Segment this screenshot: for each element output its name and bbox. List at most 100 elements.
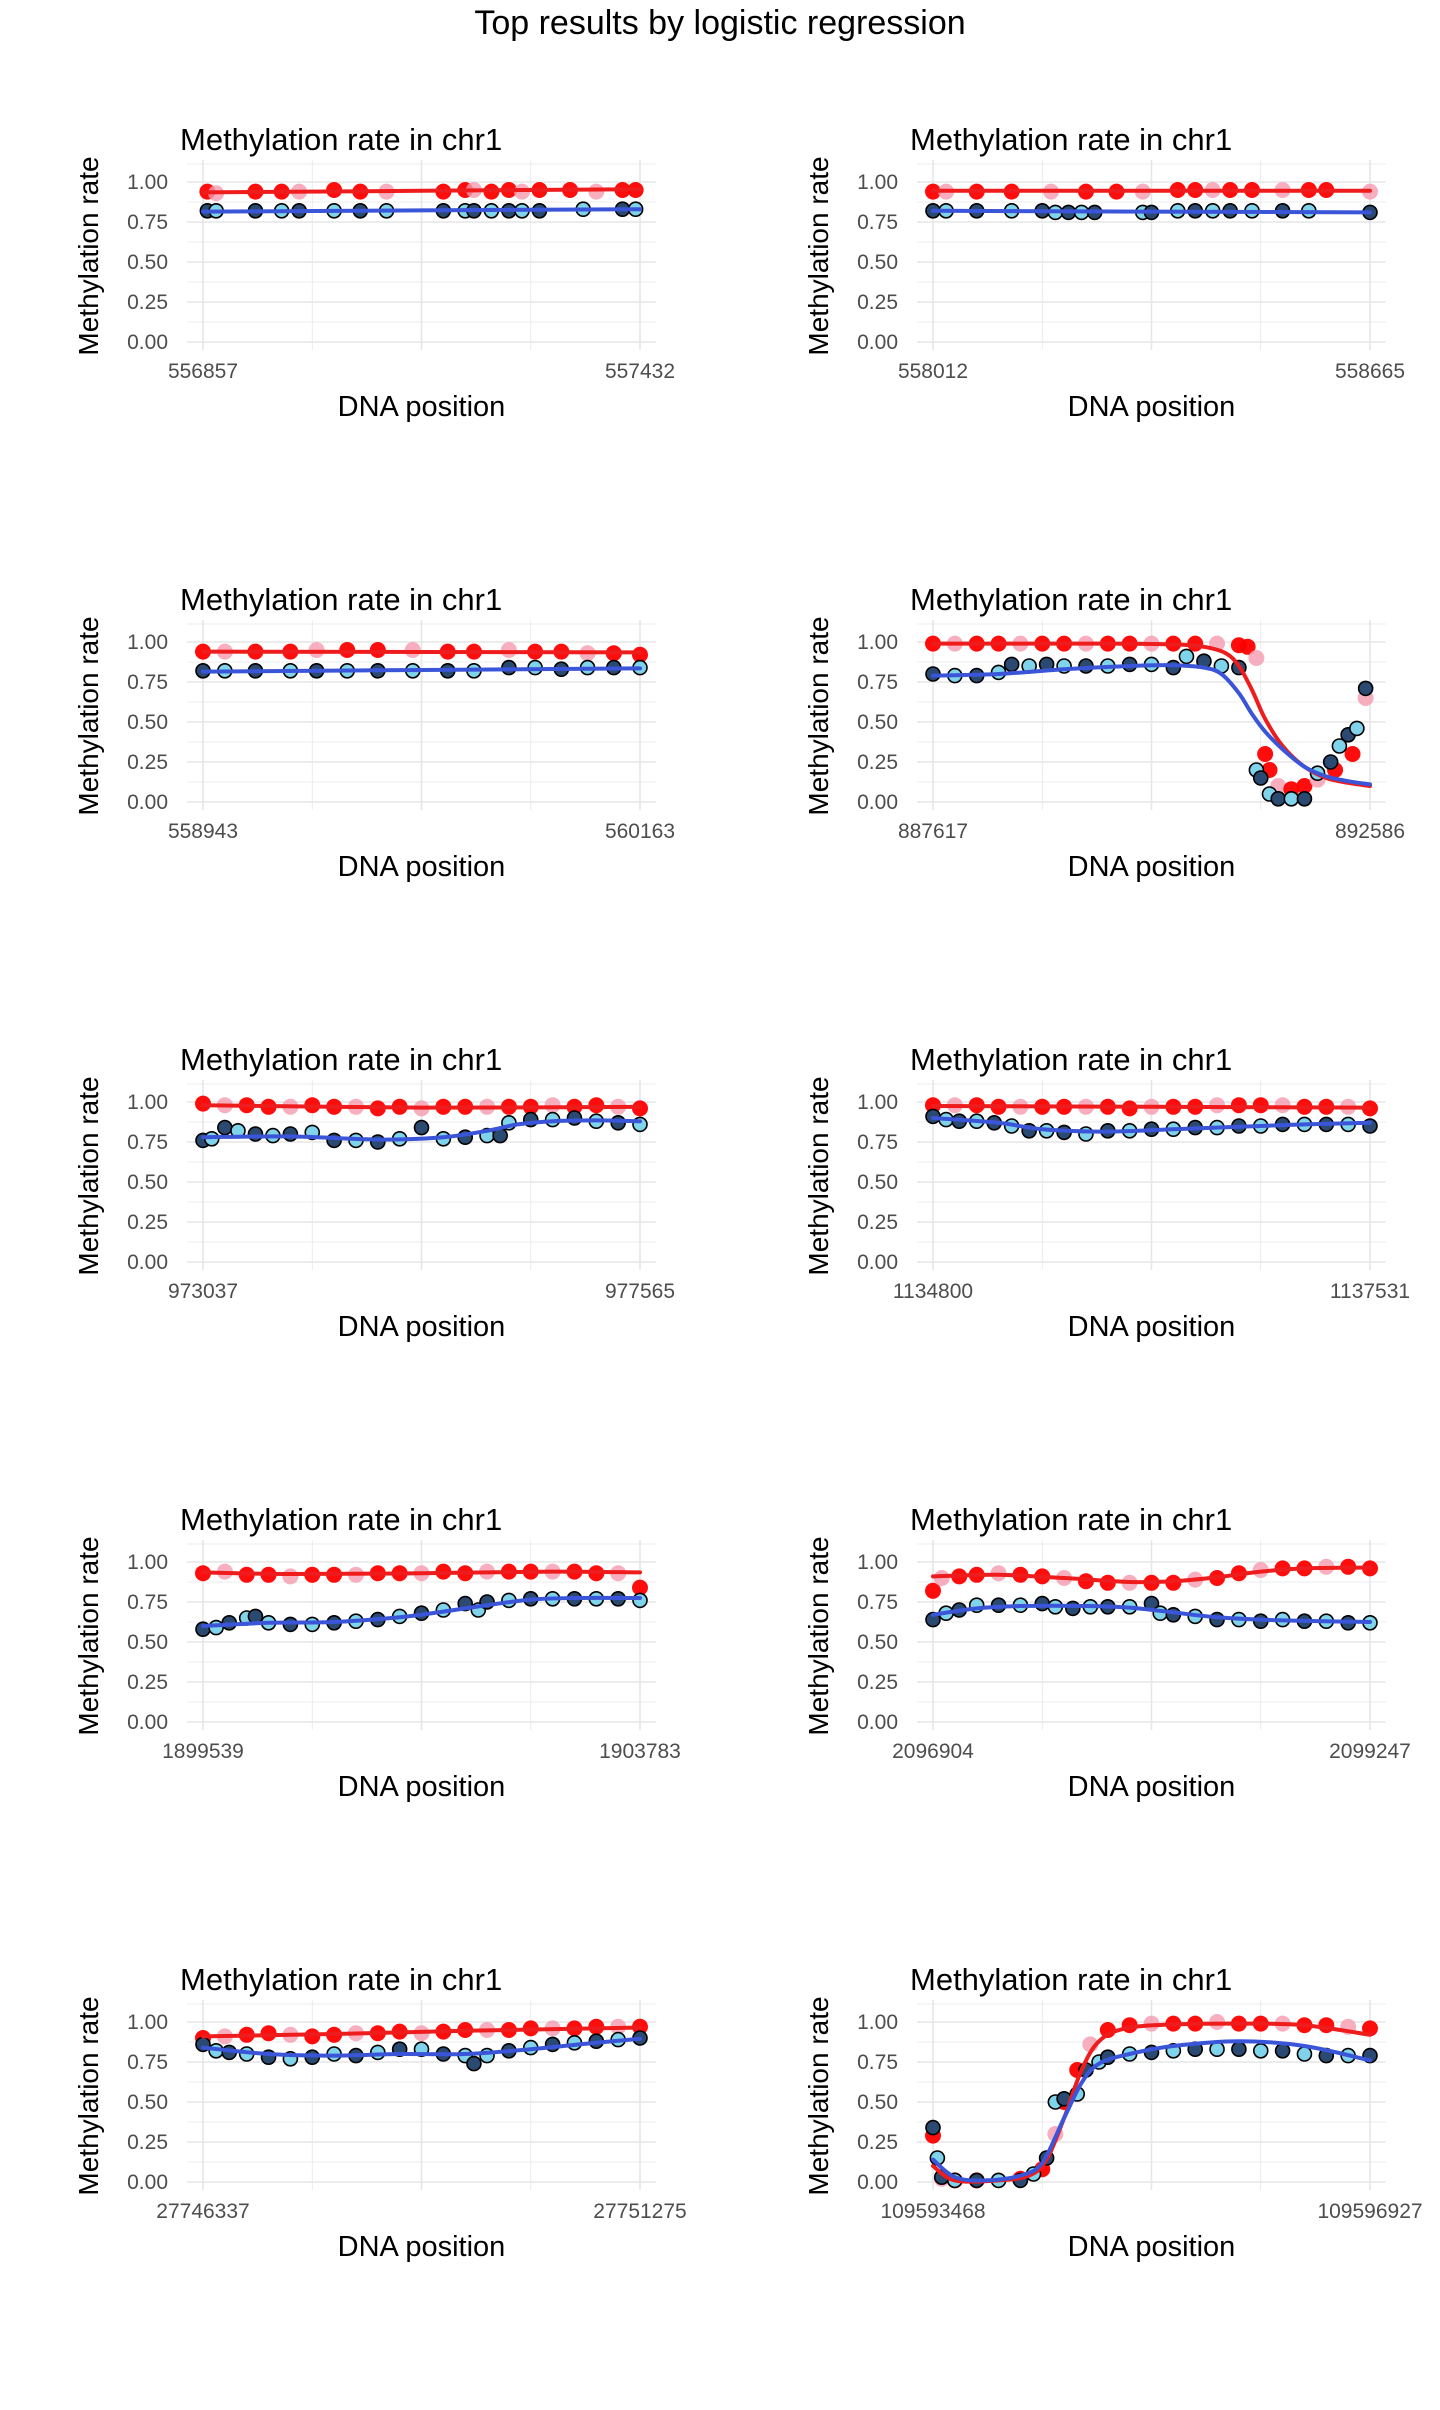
x-tick-label: 556857 (168, 360, 238, 383)
y-tick-label: 0.75 (127, 211, 168, 234)
data-point-blue (326, 1132, 342, 1149)
y-tick-label: 0.25 (857, 751, 898, 774)
data-point-blue (413, 1119, 430, 1136)
x-tick-label: 558943 (168, 820, 238, 843)
data-point-red (1257, 746, 1274, 762)
y-tick-label: 1.00 (857, 1551, 898, 1574)
chart-svg: Methylation rate in chr1 0.00 0.25 0.50 0.75… (803, 1502, 1411, 1803)
chart-title: Methylation rate in chr1 (180, 582, 502, 617)
y-tick-label: 0.00 (857, 2171, 898, 2194)
y-axis-label: Methylation rate (73, 1076, 104, 1275)
y-axis-label: Methylation rate (73, 156, 104, 355)
data-point-blue (925, 2119, 941, 2136)
data-point-blue (1357, 680, 1374, 697)
chart-panel-4: Methylation rate in chr1 0.00 0.25 0.50 0.75… (730, 570, 1440, 1030)
figure-title: Top results by logistic regression (474, 4, 966, 42)
y-tick-label: 0.00 (127, 1251, 168, 1274)
y-tick-label: 1.00 (127, 1091, 168, 1114)
chart-svg: Methylation rate in chr1 0.00 0.25 0.50 0.75… (73, 1042, 675, 1343)
y-tick-label: 0.25 (127, 291, 168, 314)
y-tick-label: 0.50 (127, 1631, 168, 1654)
data-point-blue (1209, 2041, 1225, 2057)
y-tick-label: 0.25 (127, 751, 168, 774)
data-point-red (588, 183, 605, 200)
y-axis-label: Methylation rate (73, 1536, 104, 1735)
x-axis-label: DNA position (1068, 391, 1236, 423)
chart-panel-5: Methylation rate in chr1 0.00 0.25 0.50 0.75… (0, 1030, 720, 1490)
data-point-blue (1331, 738, 1348, 754)
x-tick-label: 2099247 (1329, 1740, 1411, 1763)
x-tick-label: 558012 (898, 360, 968, 383)
chart-panel-2: Methylation rate in chr1 0.00 0.25 0.50 0.75… (730, 110, 1440, 570)
data-point-blue (1296, 2046, 1313, 2062)
chart-panel-7: Methylation rate in chr1 0.00 0.25 0.50 0.75… (0, 1490, 720, 1950)
y-tick-label: 1.00 (857, 2011, 898, 2034)
data-point-blue (566, 1110, 583, 1126)
data-point-red (1274, 1097, 1291, 1114)
x-tick-label: 887617 (898, 820, 968, 843)
x-axis-label: DNA position (338, 851, 506, 883)
data-point-blue (369, 1134, 386, 1150)
x-tick-label: 1134800 (893, 1280, 973, 1303)
chart-title: Methylation rate in chr1 (910, 1042, 1232, 1077)
x-tick-label: 560163 (605, 820, 675, 843)
chart-title: Methylation rate in chr1 (180, 1962, 502, 1997)
x-tick-label: 27746337 (156, 2200, 249, 2223)
y-tick-label: 0.50 (127, 711, 168, 734)
chart-grid: Methylation rate in chr1 0.00 0.25 0.50 0.75… (0, 110, 1440, 2263)
x-tick-label: 977565 (605, 1280, 675, 1303)
y-tick-label: 0.50 (857, 251, 898, 274)
data-point-blue (466, 2055, 482, 2072)
data-point-blue (1274, 2043, 1291, 2059)
fit-line-red (201, 1569, 642, 1577)
chart-title: Methylation rate in chr1 (910, 1962, 1232, 1997)
data-point-blue (1231, 2041, 1247, 2057)
data-point-blue (1349, 720, 1365, 737)
y-tick-label: 0.50 (857, 2091, 898, 2114)
y-tick-label: 0.50 (127, 2091, 168, 2114)
y-tick-label: 0.00 (127, 791, 168, 814)
y-tick-label: 0.75 (857, 211, 898, 234)
x-tick-label: 892586 (1335, 820, 1405, 843)
fit-line-blue (931, 663, 1372, 787)
data-point-blue (1165, 659, 1182, 676)
data-point-blue (1209, 1611, 1225, 1628)
y-tick-label: 0.25 (127, 1671, 168, 1694)
fit-line-blue (201, 1595, 642, 1628)
fit-line-blue (931, 1603, 1372, 1624)
fit-line-blue (931, 208, 1372, 215)
y-tick-label: 0.75 (127, 1591, 168, 1614)
data-point-blue (1252, 770, 1269, 786)
chart-title: Methylation rate in chr1 (910, 582, 1232, 617)
fit-line-red (201, 187, 642, 195)
chart-panel-3: Methylation rate in chr1 0.00 0.25 0.50 0.75… (0, 570, 720, 1030)
data-point-blue (1322, 754, 1339, 770)
data-point-blue (1296, 791, 1313, 807)
x-tick-label: 1899539 (162, 1740, 244, 1763)
x-axis-label: DNA position (338, 391, 506, 423)
x-tick-label: 973037 (168, 1280, 238, 1303)
chart-panel-10: Methylation rate in chr1 0.00 0.25 0.50 0.75… (730, 1950, 1440, 2410)
y-tick-label: 0.00 (857, 791, 898, 814)
y-tick-label: 0.75 (857, 1591, 898, 1614)
data-point-blue (1034, 1595, 1051, 1612)
data-point-red (925, 1582, 941, 1599)
y-tick-label: 0.75 (127, 671, 168, 694)
chart-title: Methylation rate in chr1 (910, 1502, 1232, 1537)
y-tick-label: 1.00 (857, 1091, 898, 1114)
fit-line-blue (931, 2039, 1372, 2183)
y-axis-label: Methylation rate (803, 1076, 834, 1275)
x-axis-label: DNA position (1068, 851, 1236, 883)
y-tick-label: 0.25 (857, 291, 898, 314)
fit-line-red (201, 649, 642, 655)
fit-line-blue (201, 2036, 642, 2058)
y-tick-label: 0.75 (857, 1131, 898, 1154)
y-tick-label: 0.25 (857, 1211, 898, 1234)
data-point-blue (1065, 1600, 1081, 1617)
data-point-red (1239, 638, 1256, 655)
data-point-blue (1178, 648, 1195, 665)
y-tick-label: 0.50 (857, 1631, 898, 1654)
x-tick-label: 2096904 (892, 1740, 974, 1763)
data-point-red (282, 1568, 299, 1585)
chart-svg: Methylation rate in chr1 0.00 0.25 0.50 0.75… (803, 1962, 1423, 2263)
